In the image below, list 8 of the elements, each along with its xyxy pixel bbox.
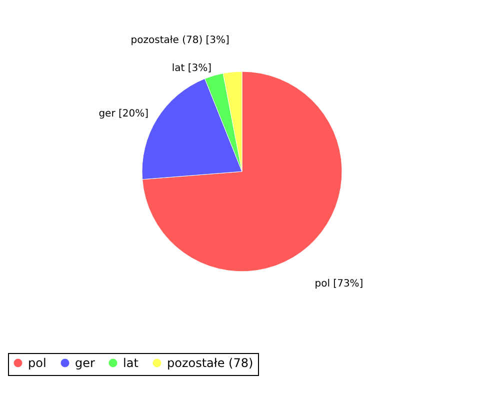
legend-label: lat (123, 356, 139, 370)
legend-label: pozostałe (78) (167, 356, 254, 370)
data-label: lat [3%] (172, 62, 212, 74)
data-label: pol [73%] (314, 278, 364, 290)
data-label: ger [20%] (98, 108, 149, 120)
legend-label: ger (75, 356, 95, 370)
data-label: pozostałe (78) [3%] (130, 35, 230, 46)
legend-label: pol (28, 356, 46, 370)
